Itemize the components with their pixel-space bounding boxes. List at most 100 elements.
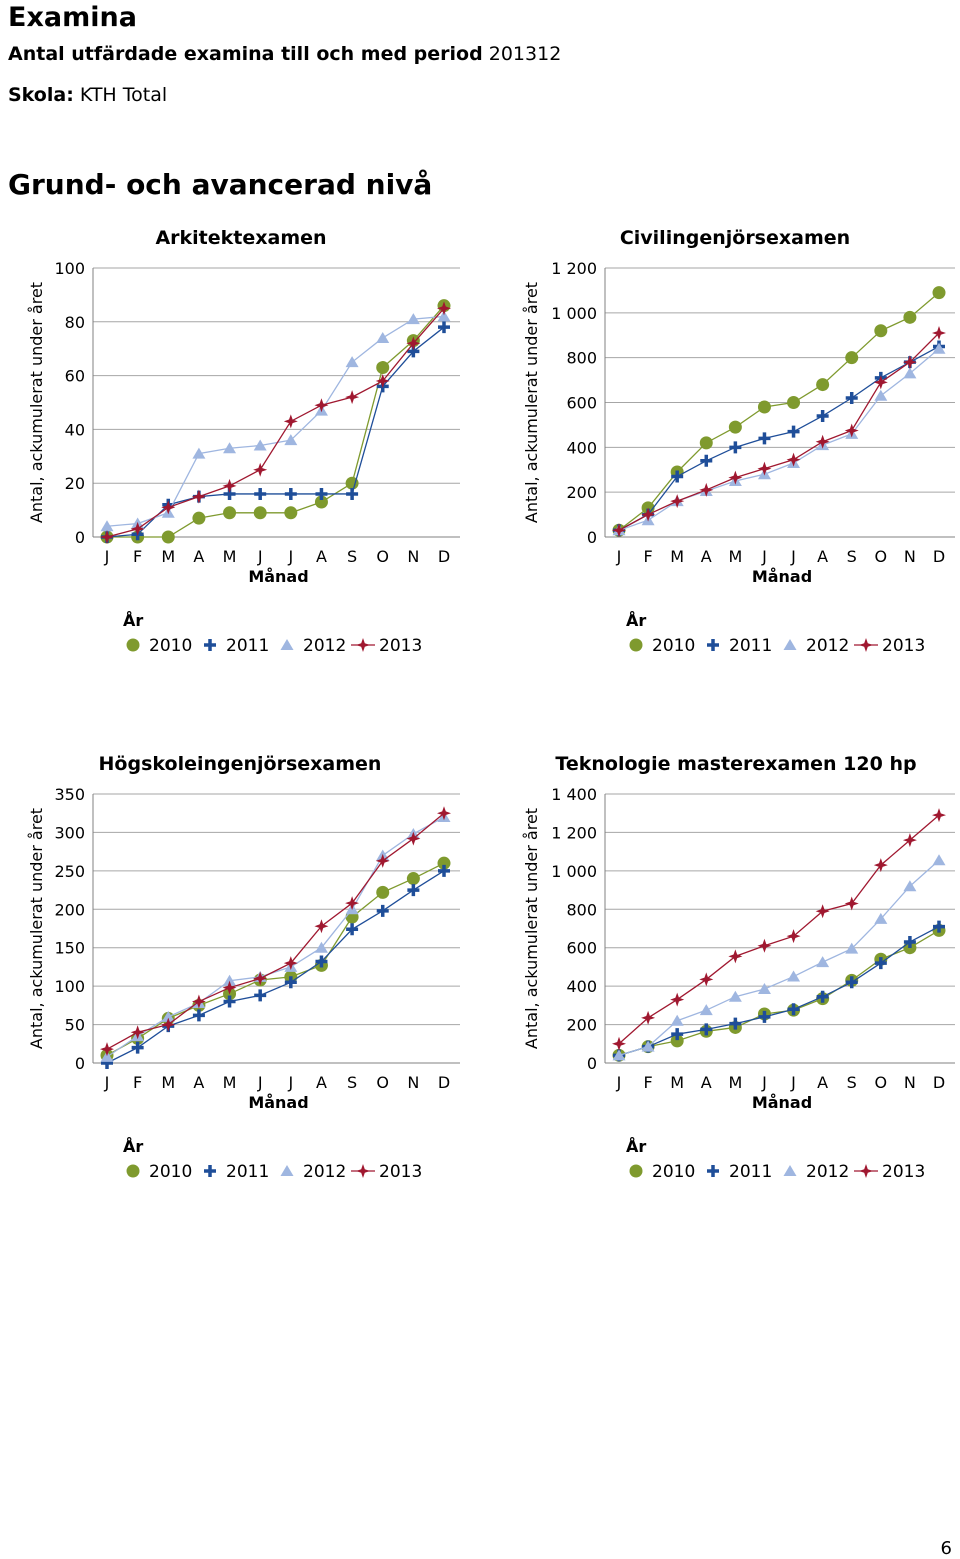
legend-label: 2010 bbox=[652, 636, 695, 656]
legend-marker bbox=[204, 1165, 216, 1177]
series-line-2010 bbox=[618, 929, 940, 1056]
data-point bbox=[670, 1034, 684, 1048]
y-axis-title: Antal, ackumulerat under året bbox=[522, 808, 541, 1049]
subtitle-text: Antal utfärdade examina till och med per… bbox=[8, 43, 483, 65]
series-2012 bbox=[612, 854, 946, 1061]
legend-marker bbox=[280, 639, 294, 650]
data-point bbox=[671, 1028, 684, 1041]
y-tick-label: 40 bbox=[65, 420, 85, 439]
data-point bbox=[902, 355, 917, 370]
data-point bbox=[932, 854, 946, 866]
legend-label: 2013 bbox=[379, 636, 422, 656]
data-point bbox=[407, 884, 420, 897]
x-tick-label: J bbox=[761, 1073, 767, 1092]
legend-marker bbox=[126, 1164, 140, 1178]
page-title: Examina bbox=[8, 2, 137, 33]
data-point bbox=[345, 476, 359, 490]
data-point bbox=[437, 856, 451, 870]
data-point bbox=[728, 470, 743, 485]
x-tick-label: J bbox=[104, 1073, 110, 1092]
data-point bbox=[284, 506, 298, 520]
x-tick-label: N bbox=[407, 547, 419, 566]
y-tick-label: 800 bbox=[566, 900, 597, 919]
y-tick-label: 0 bbox=[587, 528, 597, 547]
data-point bbox=[376, 361, 390, 375]
legend-marker bbox=[629, 638, 643, 652]
data-point bbox=[376, 331, 390, 343]
series-2010 bbox=[612, 286, 946, 537]
y-tick-label: 300 bbox=[54, 823, 85, 842]
x-tick-label: M bbox=[161, 547, 175, 566]
data-point bbox=[670, 992, 685, 1007]
data-point bbox=[253, 439, 267, 451]
data-point bbox=[100, 1050, 114, 1062]
data-point bbox=[406, 872, 420, 886]
y-tick-label: 1 200 bbox=[551, 259, 597, 278]
x-tick-label: J bbox=[287, 547, 293, 566]
legend-marker bbox=[783, 1165, 797, 1176]
x-tick-label: S bbox=[347, 1073, 357, 1092]
data-point bbox=[223, 995, 236, 1008]
series-line-2011 bbox=[106, 870, 445, 1064]
data-point bbox=[874, 957, 887, 970]
x-tick-label: O bbox=[875, 547, 888, 566]
x-tick-label: O bbox=[376, 1073, 389, 1092]
legend-title: År bbox=[123, 1137, 143, 1156]
data-point bbox=[612, 1049, 626, 1061]
school-label: Skola: bbox=[8, 84, 74, 106]
data-point bbox=[314, 398, 329, 413]
data-point bbox=[438, 321, 450, 334]
data-point bbox=[192, 511, 206, 525]
data-point bbox=[787, 1003, 800, 1016]
x-tick-label: M bbox=[728, 1073, 742, 1092]
y-axis-title: Antal, ackumulerat under året bbox=[27, 282, 46, 523]
data-point bbox=[192, 1009, 205, 1022]
y-tick-label: 150 bbox=[54, 939, 85, 958]
series-line-2013 bbox=[618, 332, 940, 531]
series-line-2012 bbox=[106, 315, 445, 527]
x-tick-label: D bbox=[933, 547, 945, 566]
legend-label: 2010 bbox=[652, 1162, 695, 1182]
data-point bbox=[699, 972, 714, 987]
y-tick-label: 400 bbox=[566, 977, 597, 996]
x-tick-label: F bbox=[133, 1073, 142, 1092]
data-point bbox=[131, 1041, 144, 1054]
x-tick-label: N bbox=[904, 547, 916, 566]
data-point bbox=[815, 434, 830, 449]
legend-title: År bbox=[626, 611, 646, 630]
legend-label: 2011 bbox=[226, 1162, 269, 1182]
y-tick-label: 60 bbox=[65, 367, 85, 386]
data-point bbox=[161, 1017, 176, 1032]
x-tick-label: D bbox=[438, 547, 450, 566]
series-2011 bbox=[613, 340, 945, 537]
data-point bbox=[700, 454, 713, 467]
x-tick-label: S bbox=[347, 547, 357, 566]
legend-marker bbox=[783, 639, 797, 650]
legend: År 2010 2011 2012 2013 bbox=[626, 611, 925, 656]
data-point bbox=[161, 530, 175, 544]
x-tick-label: O bbox=[875, 1073, 888, 1092]
legend-label: 2010 bbox=[149, 1162, 192, 1182]
data-point bbox=[641, 507, 656, 522]
data-point bbox=[612, 523, 626, 538]
data-point bbox=[100, 520, 114, 532]
data-point bbox=[816, 378, 830, 392]
y-axis-title: Antal, ackumulerat under året bbox=[522, 282, 541, 523]
x-axis-title: Månad bbox=[752, 1093, 812, 1112]
legend-label: 2013 bbox=[882, 1162, 925, 1182]
legend-label: 2011 bbox=[226, 636, 269, 656]
x-tick-label: F bbox=[643, 1073, 652, 1092]
data-point bbox=[932, 326, 946, 341]
x-tick-label: S bbox=[847, 547, 857, 566]
data-point bbox=[786, 452, 801, 467]
data-point bbox=[845, 351, 859, 365]
legend-label: 2011 bbox=[729, 1162, 772, 1182]
y-tick-label: 0 bbox=[587, 1054, 597, 1073]
x-tick-label: M bbox=[223, 1073, 237, 1092]
x-tick-label: J bbox=[616, 547, 622, 566]
data-point bbox=[728, 990, 742, 1002]
x-tick-label: M bbox=[728, 547, 742, 566]
x-tick-label: M bbox=[670, 547, 684, 566]
legend-label: 2012 bbox=[303, 1162, 346, 1182]
